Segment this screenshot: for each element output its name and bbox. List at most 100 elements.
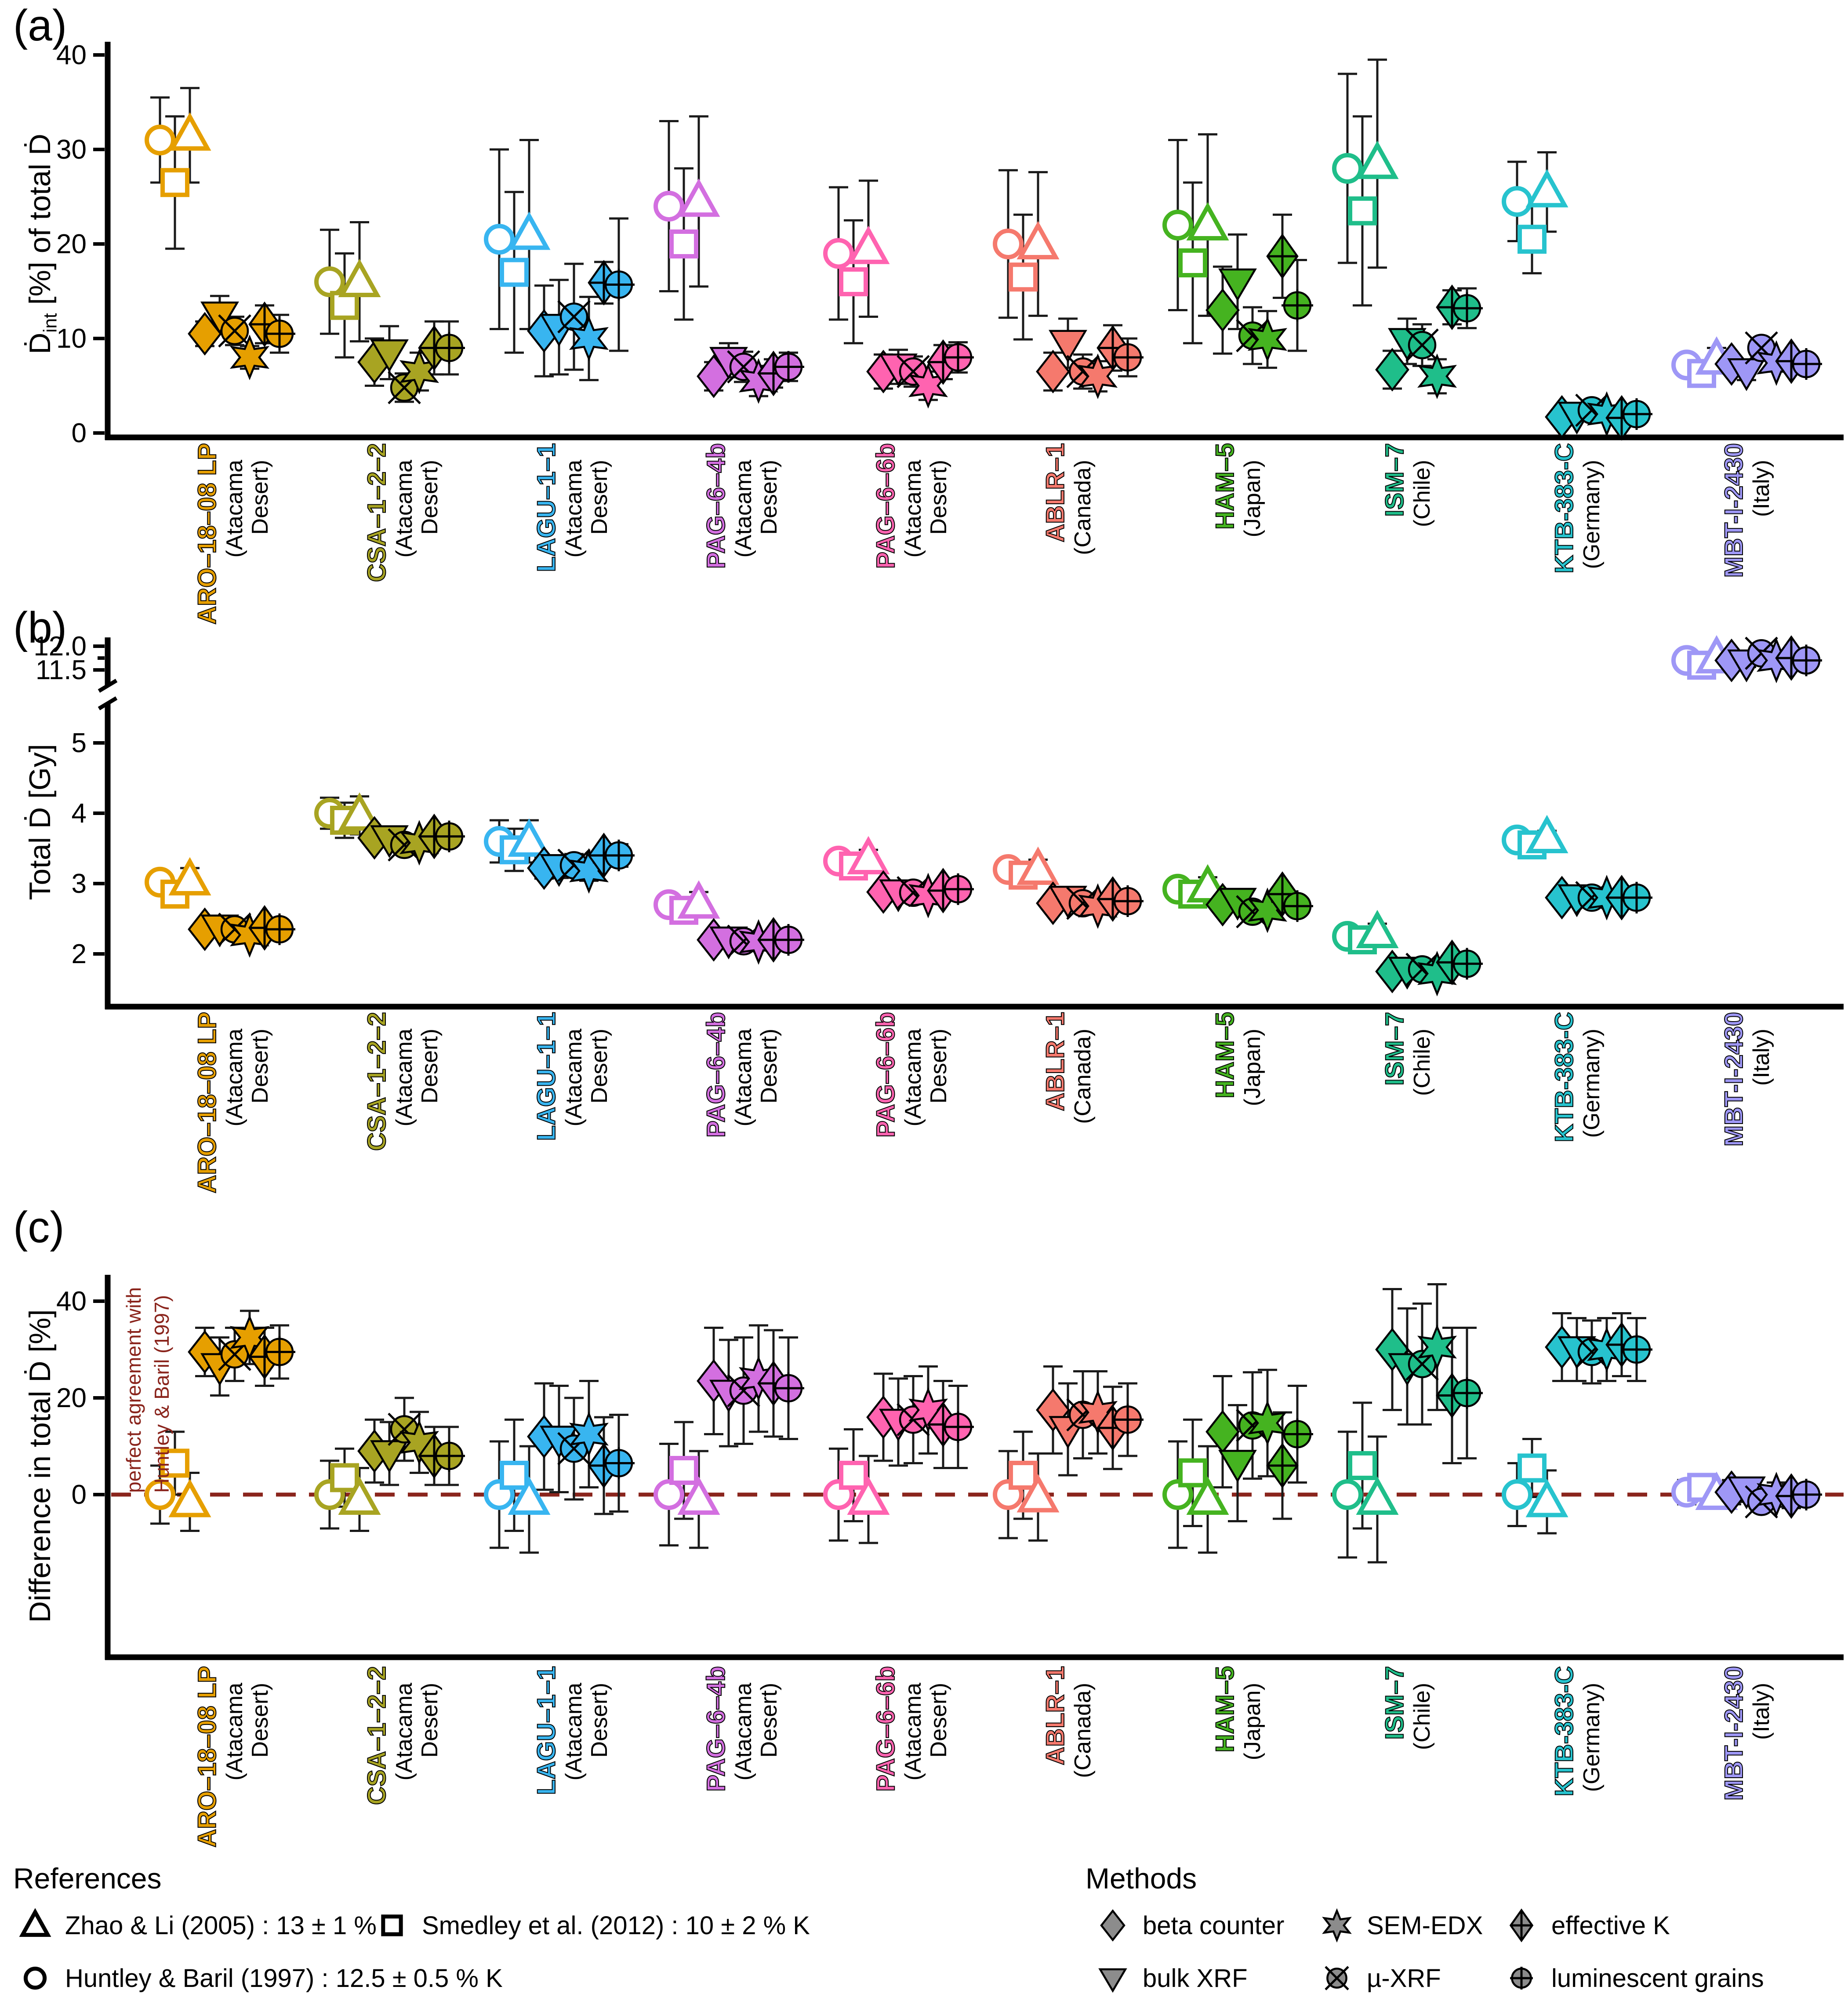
circle-icon [23,1966,47,1990]
legend-label: beta counter [1143,1911,1285,1940]
sample-id: HAM–5 [1210,1011,1240,1099]
sample-id: PAG–6–6b [871,1011,900,1138]
sample-label-MBT-I-2430: MBT-I-2430 (Italy) [1719,1666,1775,1855]
marker-LAGU–1–1-triangle [508,818,551,857]
sample-id: CSA–1–2–2 [362,443,392,582]
marker-LAGU–1–1-star [569,316,609,361]
marker-ARO–18–08 LP-triangle [168,112,211,151]
sample-location: (Germany) [1579,1029,1605,1138]
sample-label-PAG–6–4b: PAG–6–4b (Atacama Desert) [701,1011,782,1201]
marker-ARO–18–08 LP-circle_plus [264,913,295,945]
panel-a-letter: (a) [13,1,67,50]
marker-KTB-383-C-square [1518,1453,1547,1483]
sample-id: ARO–18–08 LP [192,1666,222,1848]
marker-HAM–5-star [1248,1400,1287,1446]
sample-id: ISM–7 [1380,443,1409,517]
marker-ARO–18–08 LP-circle [145,1479,175,1510]
marker-PAG–6–4b-circle [654,1479,684,1510]
svg-text:30: 30 [56,135,87,165]
sample-id: ARO–18–08 LP [192,443,222,625]
marker-PAG–6–4b-square [669,1456,698,1485]
sample-id: MBT-I-2430 [1719,1666,1749,1801]
marker-PAG–6–6b-circle_plus [942,1411,974,1443]
legend-label: Huntley & Baril (1997) : 12.5 ± 0.5 % K [65,1964,503,1993]
panel-b-markers [145,635,1822,997]
marker-CSA–1–2–2-circle [314,266,345,297]
sample-label-CSA–1–2–2: CSA–1–2–2 (Atacama Desert) [362,1011,443,1201]
marker-ABLR–1-circle [993,229,1024,259]
legend-label: SEM-EDX [1367,1911,1483,1940]
marker-KTB-383-C-circle_plus [1621,1334,1652,1365]
sample-location: (Japan) [1239,1683,1265,1761]
marker-ABLR–1-triangle [1017,1474,1060,1513]
sample-location: (Atacama Desert) [561,1029,613,1127]
marker-ISM–7-circle_x [1405,328,1439,362]
svg-text:40: 40 [56,1286,87,1317]
sample-location: (Atacama Desert) [221,1029,273,1127]
sample-id: ABLR–1 [1041,1011,1070,1112]
svg-text:10: 10 [56,324,87,354]
y-axis-label-c: Difference in total Ḋ [%] [23,1309,57,1623]
marker-CSA–1–2–2-circle_plus [433,820,465,852]
svg-text:40: 40 [56,40,87,70]
marker-HAM–5-circle [1162,210,1193,240]
star-icon [1322,1908,1352,1943]
marker-ABLR–1-circle_plus [1112,342,1144,373]
marker-HAM–5-circle [1162,1479,1193,1510]
sample-label-ABLR–1: ABLR–1 (Canada) [1041,443,1096,632]
marker-KTB-383-C-triangle [1525,815,1568,853]
sample-location: (Italy) [1748,1029,1774,1086]
marker-CSA–1–2–2-star [399,1419,439,1466]
legend-item-bulk-xrf: bulk XRF [1094,1960,1248,1997]
marker-ARO–18–08 LP-star [230,335,269,380]
marker-ARO–18–08 LP-circle_plus [264,1336,295,1368]
sample-location: (Atacama Desert) [221,460,273,558]
marker-KTB-383-C-circle_plus [1621,882,1652,913]
y-axis-label-a: Ḋint [%] of total Ḋ [23,134,61,354]
sample-id: LAGU–1–1 [532,1011,561,1141]
sample-id: ARO–18–08 LP [192,1011,222,1194]
sample-label-PAG–6–6b: PAG–6–6b (Atacama Desert) [871,1011,951,1201]
marker-HAM–5-star [1248,317,1287,363]
marker-LAGU–1–1-square [500,258,529,287]
sample-location: (Atacama Desert) [730,460,782,558]
marker-ARO–18–08 LP-circle [145,124,175,156]
sample-location: (Atacama Desert) [561,1683,613,1781]
sample-location: (Japan) [1239,460,1265,538]
marker-HAM–5-circle_plus [1282,1418,1313,1450]
sample-id: PAG–6–6b [871,443,900,569]
sample-location: (Canada) [1070,1683,1096,1778]
sample-id: PAG–6–6b [871,1666,900,1792]
y-axis-label-b: Total Ḋ [Gy] [23,744,57,900]
diamond-plus-icon [1509,1908,1534,1943]
marker-PAG–6–4b-square [669,229,698,258]
methods-legend-title: Methods [1086,1862,1197,1895]
marker-ABLR–1-tri_down [1049,330,1087,363]
marker-PAG–6–6b-circle [823,238,854,269]
marker-ISM–7-circle [1332,1479,1363,1510]
legend-label: luminescent grains [1551,1964,1764,1993]
sample-label-HAM–5: HAM–5 (Japan) [1210,1666,1266,1855]
sample-id: MBT-I-2430 [1719,1011,1749,1147]
legend-label: Smedley et al. (2012) : 10 ± 2 % K [422,1911,810,1940]
sample-label-KTB-383-C: KTB-383-C (Germany) [1550,443,1605,632]
references-legend-title: References [13,1862,162,1895]
legend-item-effective-k: effective K [1503,1907,1670,1944]
sample-location: (Chile) [1409,1029,1435,1096]
sample-label-PAG–6–6b: PAG–6–6b (Atacama Desert) [871,443,951,632]
sample-label-MBT-I-2430: MBT-I-2430 (Italy) [1719,443,1775,632]
panel-c-markers [145,1314,1822,1519]
marker-ABLR–1-star [1078,1390,1118,1435]
sample-id: HAM–5 [1210,1666,1240,1753]
sample-location: (Atacama Desert) [561,460,613,558]
marker-PAG–6–6b-triangle [847,836,890,874]
sample-label-HAM–5: HAM–5 (Japan) [1210,1011,1266,1201]
sample-label-CSA–1–2–2: CSA–1–2–2 (Atacama Desert) [362,443,443,632]
svg-text:12.0: 12.0 [33,631,87,662]
svg-text:0: 0 [72,418,87,448]
marker-ABLR–1-circle_plus [1112,1404,1144,1436]
marker-ARO–18–08 LP-diamond [188,312,222,356]
marker-LAGU–1–1-square [500,1461,529,1490]
sample-label-ISM–7: ISM–7 (Chile) [1380,443,1435,632]
marker-ARO–18–08 LP-circle_x [218,1338,251,1371]
